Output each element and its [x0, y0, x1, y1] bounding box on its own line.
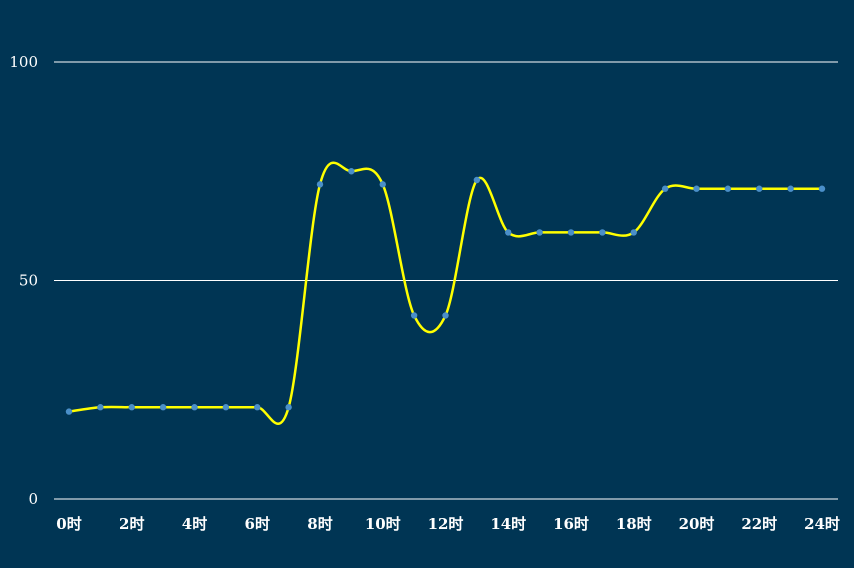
- y-tick-label: 50: [19, 272, 38, 290]
- data-point: [505, 229, 512, 236]
- data-point: [159, 404, 167, 411]
- grid-layer: [54, 61, 838, 500]
- data-point: [97, 404, 104, 411]
- x-tick-label: 2时: [119, 515, 144, 533]
- data-point: [379, 181, 386, 188]
- data-point: [348, 168, 355, 175]
- data-point: [661, 185, 669, 192]
- x-tick-label: 4时: [182, 515, 207, 533]
- data-point: [724, 185, 732, 192]
- data-point: [442, 312, 449, 319]
- data-points: [65, 168, 826, 415]
- y-axis-ticks: 0 50 100: [9, 53, 38, 508]
- x-tick-label: 24时: [804, 515, 840, 533]
- x-tick-label: 18时: [616, 515, 652, 533]
- data-point: [818, 185, 826, 192]
- data-point: [254, 404, 261, 411]
- data-point: [756, 185, 763, 192]
- x-tick-label: 22时: [741, 515, 777, 533]
- data-point: [599, 229, 606, 236]
- data-point: [473, 176, 481, 184]
- data-point: [128, 404, 135, 411]
- data-point: [65, 408, 73, 415]
- data-point: [630, 229, 637, 236]
- x-tick-label: 6时: [245, 515, 270, 533]
- data-point: [410, 312, 418, 319]
- x-tick-label: 8时: [307, 515, 332, 533]
- x-tick-label: 10时: [365, 515, 401, 533]
- x-tick-label: 16时: [553, 515, 589, 533]
- data-point: [191, 404, 198, 411]
- x-tick-label: 0时: [56, 515, 81, 533]
- x-tick-label: 20时: [679, 515, 715, 533]
- y-tick-label: 0: [28, 490, 38, 508]
- y-tick-label: 100: [9, 53, 38, 71]
- x-tick-label: 14时: [490, 515, 526, 533]
- series-line: [68, 161, 822, 425]
- data-point: [285, 404, 292, 411]
- data-point: [693, 185, 700, 192]
- x-tick-label: 12时: [428, 515, 464, 533]
- data-point: [536, 229, 543, 236]
- data-point: [787, 185, 794, 192]
- data-point: [567, 229, 575, 236]
- x-axis-ticks: 0时 2时 4时 6时 8时 10时 12时 14时 16时 18时 20时 22时 24时: [56, 515, 840, 533]
- data-point: [316, 181, 324, 188]
- data-point: [222, 404, 230, 411]
